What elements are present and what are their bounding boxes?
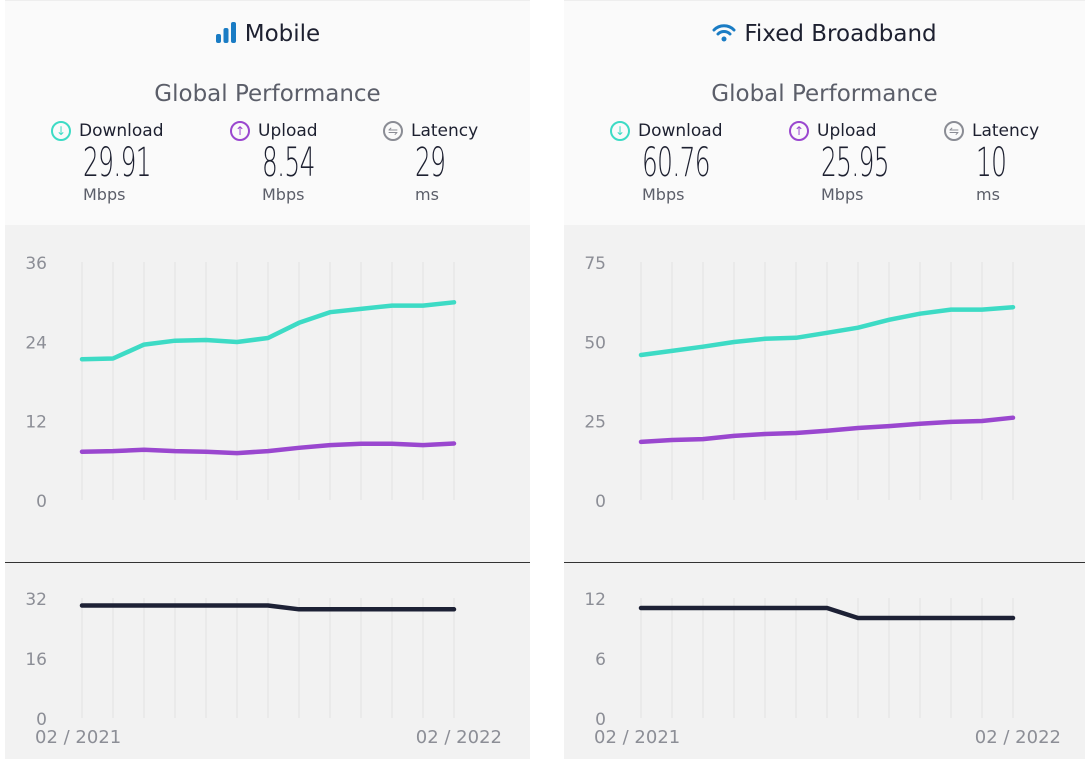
fixed-broadband-panel: Fixed Broadband Global Performance ↓ Down… [564,0,1085,759]
title-text: Fixed Broadband [744,21,937,47]
chart-area: 0 12 24 36 0 16 32 02 / 2021 02 / 2022 [5,225,530,759]
subtitle: Global Performance [711,81,938,107]
x-tick-label: 02 / 2021 [35,727,121,748]
upload-line [638,415,1016,445]
y-tick-label: 32 [25,590,47,610]
subtitle: Global Performance [154,81,381,107]
performance-chart: 0 25 50 75 0 6 12 02 / 2021 02 / 2022 [564,254,1085,748]
download-line [638,304,1016,358]
y-tick-label: 50 [584,333,606,353]
metric-label: Upload [258,121,318,141]
metric-label: Upload [817,121,877,141]
x-tick-label: 02 / 2022 [416,727,502,748]
metric-unit: Mbps [821,185,864,204]
panel-title: Fixed Broadband [564,21,1085,49]
download-icon: ↓ [610,121,630,141]
download-metric: ↓ Download 60.76 Mbps [610,121,760,204]
wifi-icon [712,23,736,49]
latency-icon: ⇋ [944,121,964,141]
upload-metric: ↑ Upload 8.54 Mbps [230,121,380,204]
panel-header: Fixed Broadband Global Performance ↓ Down… [564,0,1085,225]
y-tick-label: 0 [36,492,47,512]
latency-metric: ⇋ Latency 29 ms [383,121,533,204]
metric-unit: Mbps [642,185,685,204]
y-tick-label: 25 [584,413,606,433]
panel-header: Mobile Global Performance ↓ Download 29.91… [5,0,530,225]
mobile-panel: Mobile Global Performance ↓ Download 29.91… [5,0,530,759]
metric-value: 29 [415,140,446,186]
metric-label: Latency [972,121,1040,141]
metric-value: 25.95 [821,140,890,186]
download-line [79,300,457,362]
metric-value: 60.76 [642,140,711,186]
y-tick-label: 12 [584,590,606,610]
y-tick-label: 0 [36,710,47,730]
metric-value: 10 [976,140,1007,186]
latency-line [638,605,1016,621]
download-metric: ↓ Download 29.91 Mbps [51,121,201,204]
metric-unit: Mbps [262,185,305,204]
y-tick-label: 16 [25,650,47,670]
download-icon: ↓ [51,121,71,141]
metric-label: Download [79,121,164,141]
y-tick-label: 12 [25,413,47,433]
y-tick-label: 0 [595,492,606,512]
metric-unit: ms [976,185,1000,204]
y-tick-label: 6 [595,650,606,670]
metric-value: 8.54 [262,140,315,186]
upload-icon: ↑ [789,121,809,141]
upload-icon: ↑ [230,121,250,141]
y-tick-label: 0 [595,710,606,730]
performance-chart: 0 12 24 36 0 16 32 02 / 2021 02 / 2022 [5,254,530,748]
x-tick-label: 02 / 2021 [594,727,680,748]
x-tick-label: 02 / 2022 [975,727,1061,748]
metric-label: Latency [411,121,479,141]
signal-bars-icon [215,21,237,49]
latency-line [79,603,457,612]
y-tick-label: 36 [25,254,47,274]
chart-area: 0 25 50 75 0 6 12 02 / 2021 02 / 2022 [564,225,1085,759]
metric-unit: ms [415,185,439,204]
metric-value: 29.91 [83,140,152,186]
upload-metric: ↑ Upload 25.95 Mbps [789,121,939,204]
panel-title: Mobile [5,21,530,49]
y-tick-label: 75 [584,254,606,274]
y-tick-label: 24 [25,333,47,353]
title-text: Mobile [244,21,321,47]
latency-icon: ⇋ [383,121,403,141]
upload-line [79,441,457,456]
latency-metric: ⇋ Latency 10 ms [944,121,1085,204]
metric-unit: Mbps [83,185,126,204]
metric-label: Download [638,121,723,141]
